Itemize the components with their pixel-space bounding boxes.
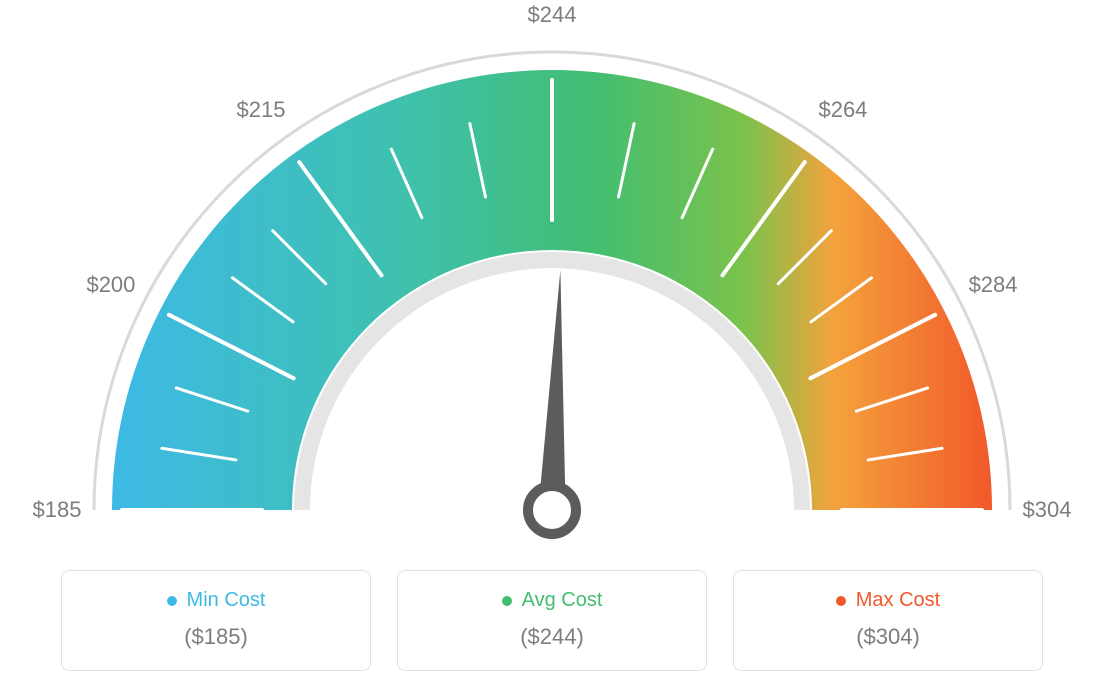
legend-label-min: Min Cost <box>187 589 266 612</box>
gauge-tick-label: $215 <box>237 97 286 123</box>
legend-label-max: Max Cost <box>856 589 940 612</box>
dot-min <box>167 596 177 606</box>
legend-card-max: Max Cost ($304) <box>733 570 1043 671</box>
dot-avg <box>502 596 512 606</box>
legend-card-min: Min Cost ($185) <box>61 570 371 671</box>
cost-gauge: $185 $200 $215 $244 $264 $284 $304 <box>0 0 1104 560</box>
gauge-tick-label: $264 <box>818 97 867 123</box>
gauge-tick-label: $244 <box>528 2 577 28</box>
legend-value-min: ($185) <box>72 624 360 650</box>
legend-label-avg: Avg Cost <box>522 589 603 612</box>
gauge-tick-label: $284 <box>969 272 1018 298</box>
legend-row: Min Cost ($185) Avg Cost ($244) Max Cost… <box>0 570 1104 671</box>
gauge-tick-label: $185 <box>33 497 82 523</box>
dot-max <box>836 596 846 606</box>
legend-value-avg: ($244) <box>408 624 696 650</box>
legend-card-avg: Avg Cost ($244) <box>397 570 707 671</box>
gauge-tick-label: $304 <box>1023 497 1072 523</box>
legend-value-max: ($304) <box>744 624 1032 650</box>
gauge-tick-label: $200 <box>86 272 135 298</box>
